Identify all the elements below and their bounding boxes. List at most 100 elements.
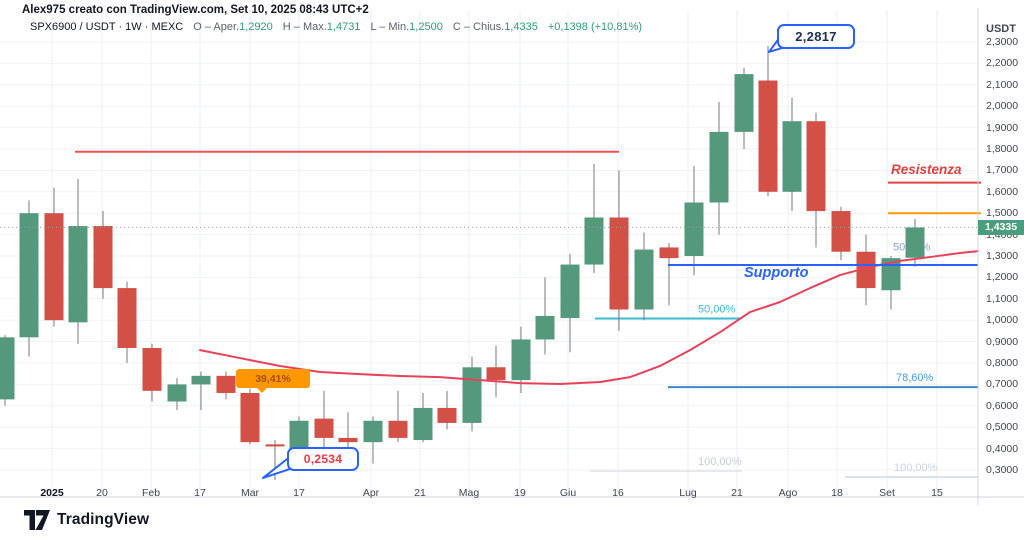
price-tick-label: 1,9000 bbox=[986, 121, 1019, 134]
price-tick-label: 1,2000 bbox=[986, 271, 1019, 284]
price-tick-label: 1,1000 bbox=[986, 292, 1019, 305]
ohlc-low: L – Min.1,2500 bbox=[370, 21, 443, 33]
candle-down bbox=[117, 288, 137, 349]
price-tick-label: 0,4000 bbox=[986, 442, 1019, 455]
candle-up bbox=[19, 213, 39, 338]
ohlc-close: C – Chius.1,4335 bbox=[452, 21, 538, 33]
candle-up bbox=[709, 131, 729, 203]
time-tick-label: 2025 bbox=[40, 487, 64, 499]
time-tick-label: 16 bbox=[612, 487, 624, 499]
tradingview-logo-icon bbox=[24, 510, 50, 530]
tradingview-logo[interactable]: TradingView bbox=[24, 510, 149, 530]
candle-up bbox=[511, 339, 531, 381]
supporto-label[interactable]: Supporto bbox=[744, 265, 809, 281]
ohlc-high: H – Max.1,4731 bbox=[282, 21, 361, 33]
candle-up bbox=[560, 264, 580, 319]
candle-down bbox=[659, 247, 679, 259]
price-tick-label: 2,1000 bbox=[986, 78, 1019, 91]
time-tick-label: Ago bbox=[778, 487, 798, 499]
time-tick-label: Lug bbox=[679, 487, 697, 499]
candle-down bbox=[437, 407, 457, 423]
price-tick-label: 2,2000 bbox=[986, 57, 1019, 70]
candle-up bbox=[462, 367, 482, 423]
price-tick-label: 0,6000 bbox=[986, 399, 1019, 412]
price-tick-label: 0,7000 bbox=[986, 378, 1019, 391]
price-tick-label: 1,0000 bbox=[986, 314, 1019, 327]
fib-100-line-left-label: 100,00% bbox=[698, 456, 742, 468]
candle-down bbox=[216, 375, 236, 393]
price-tick-label: 1,7000 bbox=[986, 164, 1019, 177]
low-price-callout[interactable]: 0,2534 bbox=[287, 447, 359, 471]
time-tick-label: Giu bbox=[559, 487, 577, 499]
candle-up bbox=[881, 258, 901, 291]
candle-up bbox=[68, 226, 88, 323]
time-tick-label: 21 bbox=[731, 487, 743, 499]
candle-down bbox=[486, 367, 506, 381]
price-tick-label: 0,9000 bbox=[986, 335, 1019, 348]
price-tick-label: 0,8000 bbox=[986, 357, 1019, 369]
price-tick-label: 1,6000 bbox=[986, 185, 1019, 198]
candle-down bbox=[240, 392, 260, 443]
price-tick-label: 1,8000 bbox=[986, 143, 1019, 155]
time-tick-label: Set bbox=[879, 487, 895, 499]
candle-down bbox=[314, 418, 334, 438]
price-axis-currency-label: USDT bbox=[986, 23, 1016, 35]
current-price-tag: 1,4335 bbox=[978, 219, 1024, 235]
candle-down bbox=[831, 211, 851, 252]
candle-up bbox=[191, 375, 211, 385]
time-tick-label: 18 bbox=[831, 487, 843, 499]
fib-percent-badge[interactable]: 39,41% bbox=[236, 369, 310, 393]
price-axis[interactable]: USDT 1,4335 2,3000 2,2000 2,1000 2,0000 1,90… bbox=[978, 0, 1024, 505]
price-tick-label: 2,0000 bbox=[986, 100, 1019, 113]
price-tick-label: 1,5000 bbox=[986, 207, 1019, 220]
candle-up bbox=[684, 202, 704, 256]
chart-attribution: Alex975 creato con TradingView.com, Set … bbox=[22, 4, 369, 16]
candle-down bbox=[93, 226, 113, 289]
candle-up bbox=[0, 337, 15, 400]
time-axis[interactable]: 2025 20 Feb 17 Mar 17 Apr 21 Mag 19 Giu 16 Lug 21 Ago 1… bbox=[0, 485, 978, 505]
candle-down bbox=[806, 121, 826, 212]
candle-down bbox=[388, 420, 408, 438]
price-tick-label: 0,3000 bbox=[986, 464, 1019, 476]
price-tick-label: 0,5000 bbox=[986, 421, 1019, 434]
candle-up bbox=[905, 227, 925, 258]
time-tick-label: Apr bbox=[362, 487, 380, 499]
time-tick-label: Feb bbox=[141, 487, 161, 499]
candle-up bbox=[289, 420, 309, 449]
candle-up bbox=[413, 407, 433, 441]
candle-up bbox=[167, 384, 187, 402]
high-price-callout[interactable]: 2,2817 bbox=[777, 24, 855, 49]
time-tick-label: 15 bbox=[931, 487, 943, 499]
tradingview-logo-text: TradingView bbox=[57, 511, 150, 528]
candle-down bbox=[265, 444, 285, 447]
time-tick-label: 17 bbox=[194, 487, 206, 499]
symbol-title[interactable]: SPX6900 / USDT · 1W · MEXC bbox=[30, 21, 184, 33]
candle-down bbox=[142, 348, 162, 391]
candle-up bbox=[584, 217, 604, 265]
fib-50-line-label: 50,00% bbox=[698, 303, 736, 315]
time-tick-label: 17 bbox=[293, 487, 305, 499]
candle-up bbox=[734, 74, 754, 132]
candle-down bbox=[338, 437, 358, 443]
fib-100-line-right-label: 100,00% bbox=[894, 462, 938, 474]
candle-up bbox=[782, 121, 802, 192]
time-tick-label: Mar bbox=[240, 487, 260, 499]
candle-up bbox=[634, 249, 654, 310]
fib-786-line-label: 78,60% bbox=[896, 372, 934, 384]
candle-down bbox=[44, 213, 64, 321]
price-tick-label: 2,3000 bbox=[986, 36, 1019, 48]
candle-up bbox=[535, 315, 555, 340]
resistenza-label[interactable]: Resistenza bbox=[891, 162, 962, 177]
time-tick-label: 21 bbox=[414, 487, 426, 499]
time-tick-label: 20 bbox=[96, 487, 108, 499]
ohlc-open: O – Aper.1,2920 bbox=[193, 21, 273, 33]
price-tick-label: 1,3000 bbox=[986, 250, 1019, 262]
candle-down bbox=[609, 217, 629, 310]
change-value: +0,1398 (+10,81%) bbox=[547, 21, 643, 33]
candle-down bbox=[856, 251, 876, 289]
symbol-info-bar[interactable]: SPX6900 / USDT · 1W · MEXC O – Aper.1,29… bbox=[30, 21, 642, 33]
candle-down bbox=[758, 80, 778, 192]
time-tick-label: 19 bbox=[514, 487, 526, 499]
